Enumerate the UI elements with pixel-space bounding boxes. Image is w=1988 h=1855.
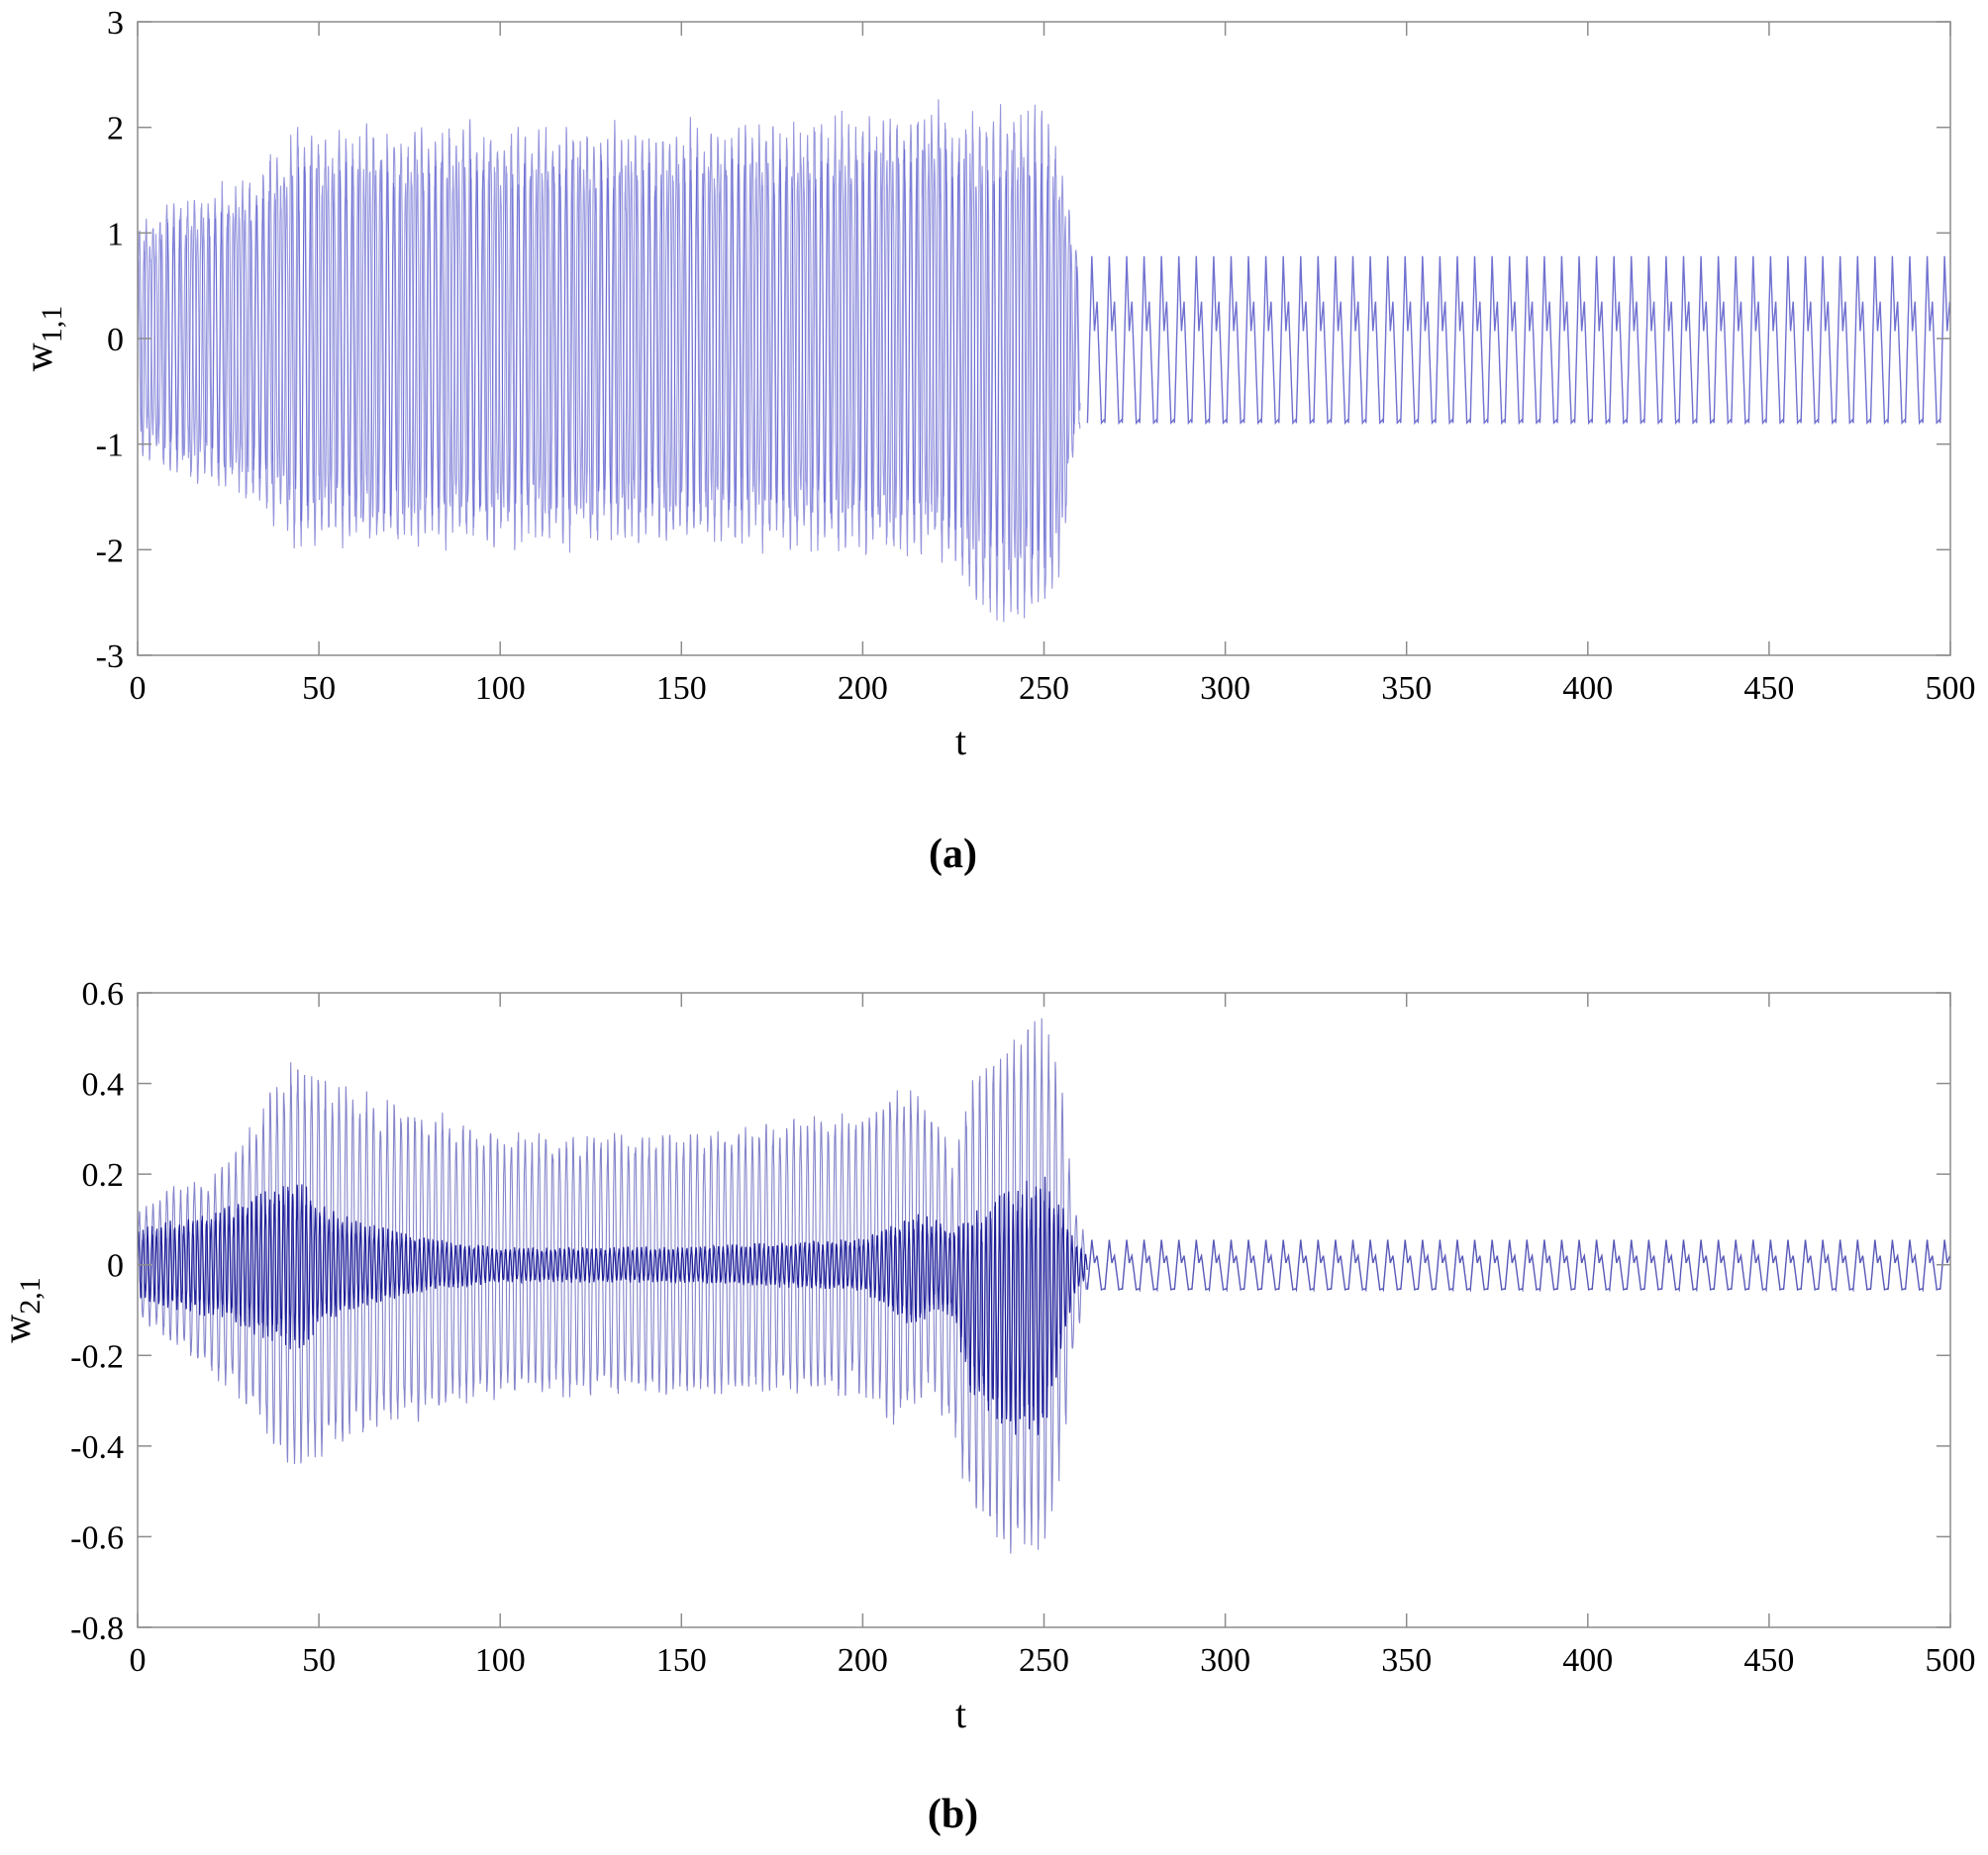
y-tick-label: 1: [107, 216, 124, 252]
x-tick-label: 350: [1381, 670, 1432, 707]
x-tick-label: 250: [1019, 1642, 1069, 1679]
y-axis-label-b-subscript: 2,1: [14, 1277, 47, 1315]
x-tick-label: 200: [838, 1642, 888, 1679]
y-axis-label-a-subscript: 1,1: [36, 306, 68, 343]
x-tick-label: 300: [1200, 1642, 1250, 1679]
x-tick-label: 500: [1926, 1642, 1976, 1679]
y-tick-label: -0.6: [70, 1519, 124, 1556]
y-tick-label: 0: [107, 1248, 124, 1285]
y-axis-label-b-main: w: [0, 1315, 39, 1343]
x-tick-label: 50: [302, 670, 336, 707]
x-tick-label: 0: [130, 1642, 147, 1679]
x-tick-label: 50: [302, 1642, 336, 1679]
y-tick-label: 0.4: [82, 1067, 125, 1104]
x-tick-label: 250: [1019, 670, 1069, 707]
panel-label-b: (b): [928, 1792, 978, 1837]
x-tick-label: 200: [838, 670, 888, 707]
x-tick-label: 300: [1200, 670, 1250, 707]
x-tick-label: 150: [656, 1642, 707, 1679]
signal-steady-state: [1086, 255, 1951, 426]
x-tick-label: 100: [475, 1642, 526, 1679]
y-tick-label: 2: [107, 111, 124, 147]
x-axis-label-b: t: [955, 1692, 966, 1736]
y-tick-label: -3: [96, 638, 124, 675]
x-tick-labels-b: 0 50 100 150 200 250 300 350 400 450 500: [130, 1642, 1976, 1679]
x-axis-label-a: t: [955, 719, 966, 763]
y-tick-label: -0.2: [70, 1338, 124, 1375]
y-tick-label: -0.8: [70, 1611, 124, 1647]
y-tick-label: 0.6: [82, 976, 125, 1013]
x-tick-label: 350: [1381, 1642, 1432, 1679]
x-tick-label: 400: [1562, 670, 1613, 707]
y-tick-label: 0: [107, 322, 124, 358]
y-tick-label: 3: [107, 5, 124, 42]
chart-panel-b: 0 50 100 150 200 250 300 350 400 450 500 -0.8-0.6-…: [0, 976, 1976, 1837]
x-tick-label: 0: [130, 670, 147, 707]
y-tick-label: -2: [96, 533, 124, 569]
y-tick-labels-a: -3 -2 -1 0 1 2 3: [96, 5, 124, 675]
y-tick-label: -1: [96, 428, 124, 464]
chart-panel-a: 0 50 100 150 200 250 300 350 400 450 500 -3 -2 -1 0 1 2…: [16, 5, 1976, 877]
x-tick-label: 100: [475, 670, 526, 707]
tick-marks-b: [137, 992, 1951, 1628]
tick-marks-a: [137, 21, 1951, 656]
x-tick-label: 500: [1926, 670, 1976, 707]
x-tick-label: 450: [1743, 1642, 1794, 1679]
signal-steady-state: [1086, 1239, 1951, 1293]
x-tick-labels-a: 0 50 100 150 200 250 300 350 400 450 500: [130, 670, 1976, 707]
y-tick-label: -0.4: [70, 1429, 124, 1466]
y-tick-label: 0.2: [82, 1157, 125, 1194]
x-tick-label: 450: [1743, 670, 1794, 707]
signal-series-a: [137, 99, 1951, 623]
panel-label-a: (a): [929, 831, 977, 877]
x-tick-label: 400: [1562, 1642, 1613, 1679]
y-axis-label-a-main: w: [16, 342, 60, 371]
x-tick-label: 150: [656, 670, 707, 707]
y-axis-label-b: w2,1: [0, 1277, 47, 1342]
signal-transient-inner: [137, 144, 1081, 570]
signal-transient-inner: [137, 1176, 1088, 1435]
y-axis-label-a: w1,1: [16, 306, 68, 371]
signal-series-b: [137, 1018, 1951, 1554]
y-tick-labels-b: -0.8 -0.6 -0.4 -0.2 0 0.2 0.4 0.6: [70, 976, 124, 1647]
